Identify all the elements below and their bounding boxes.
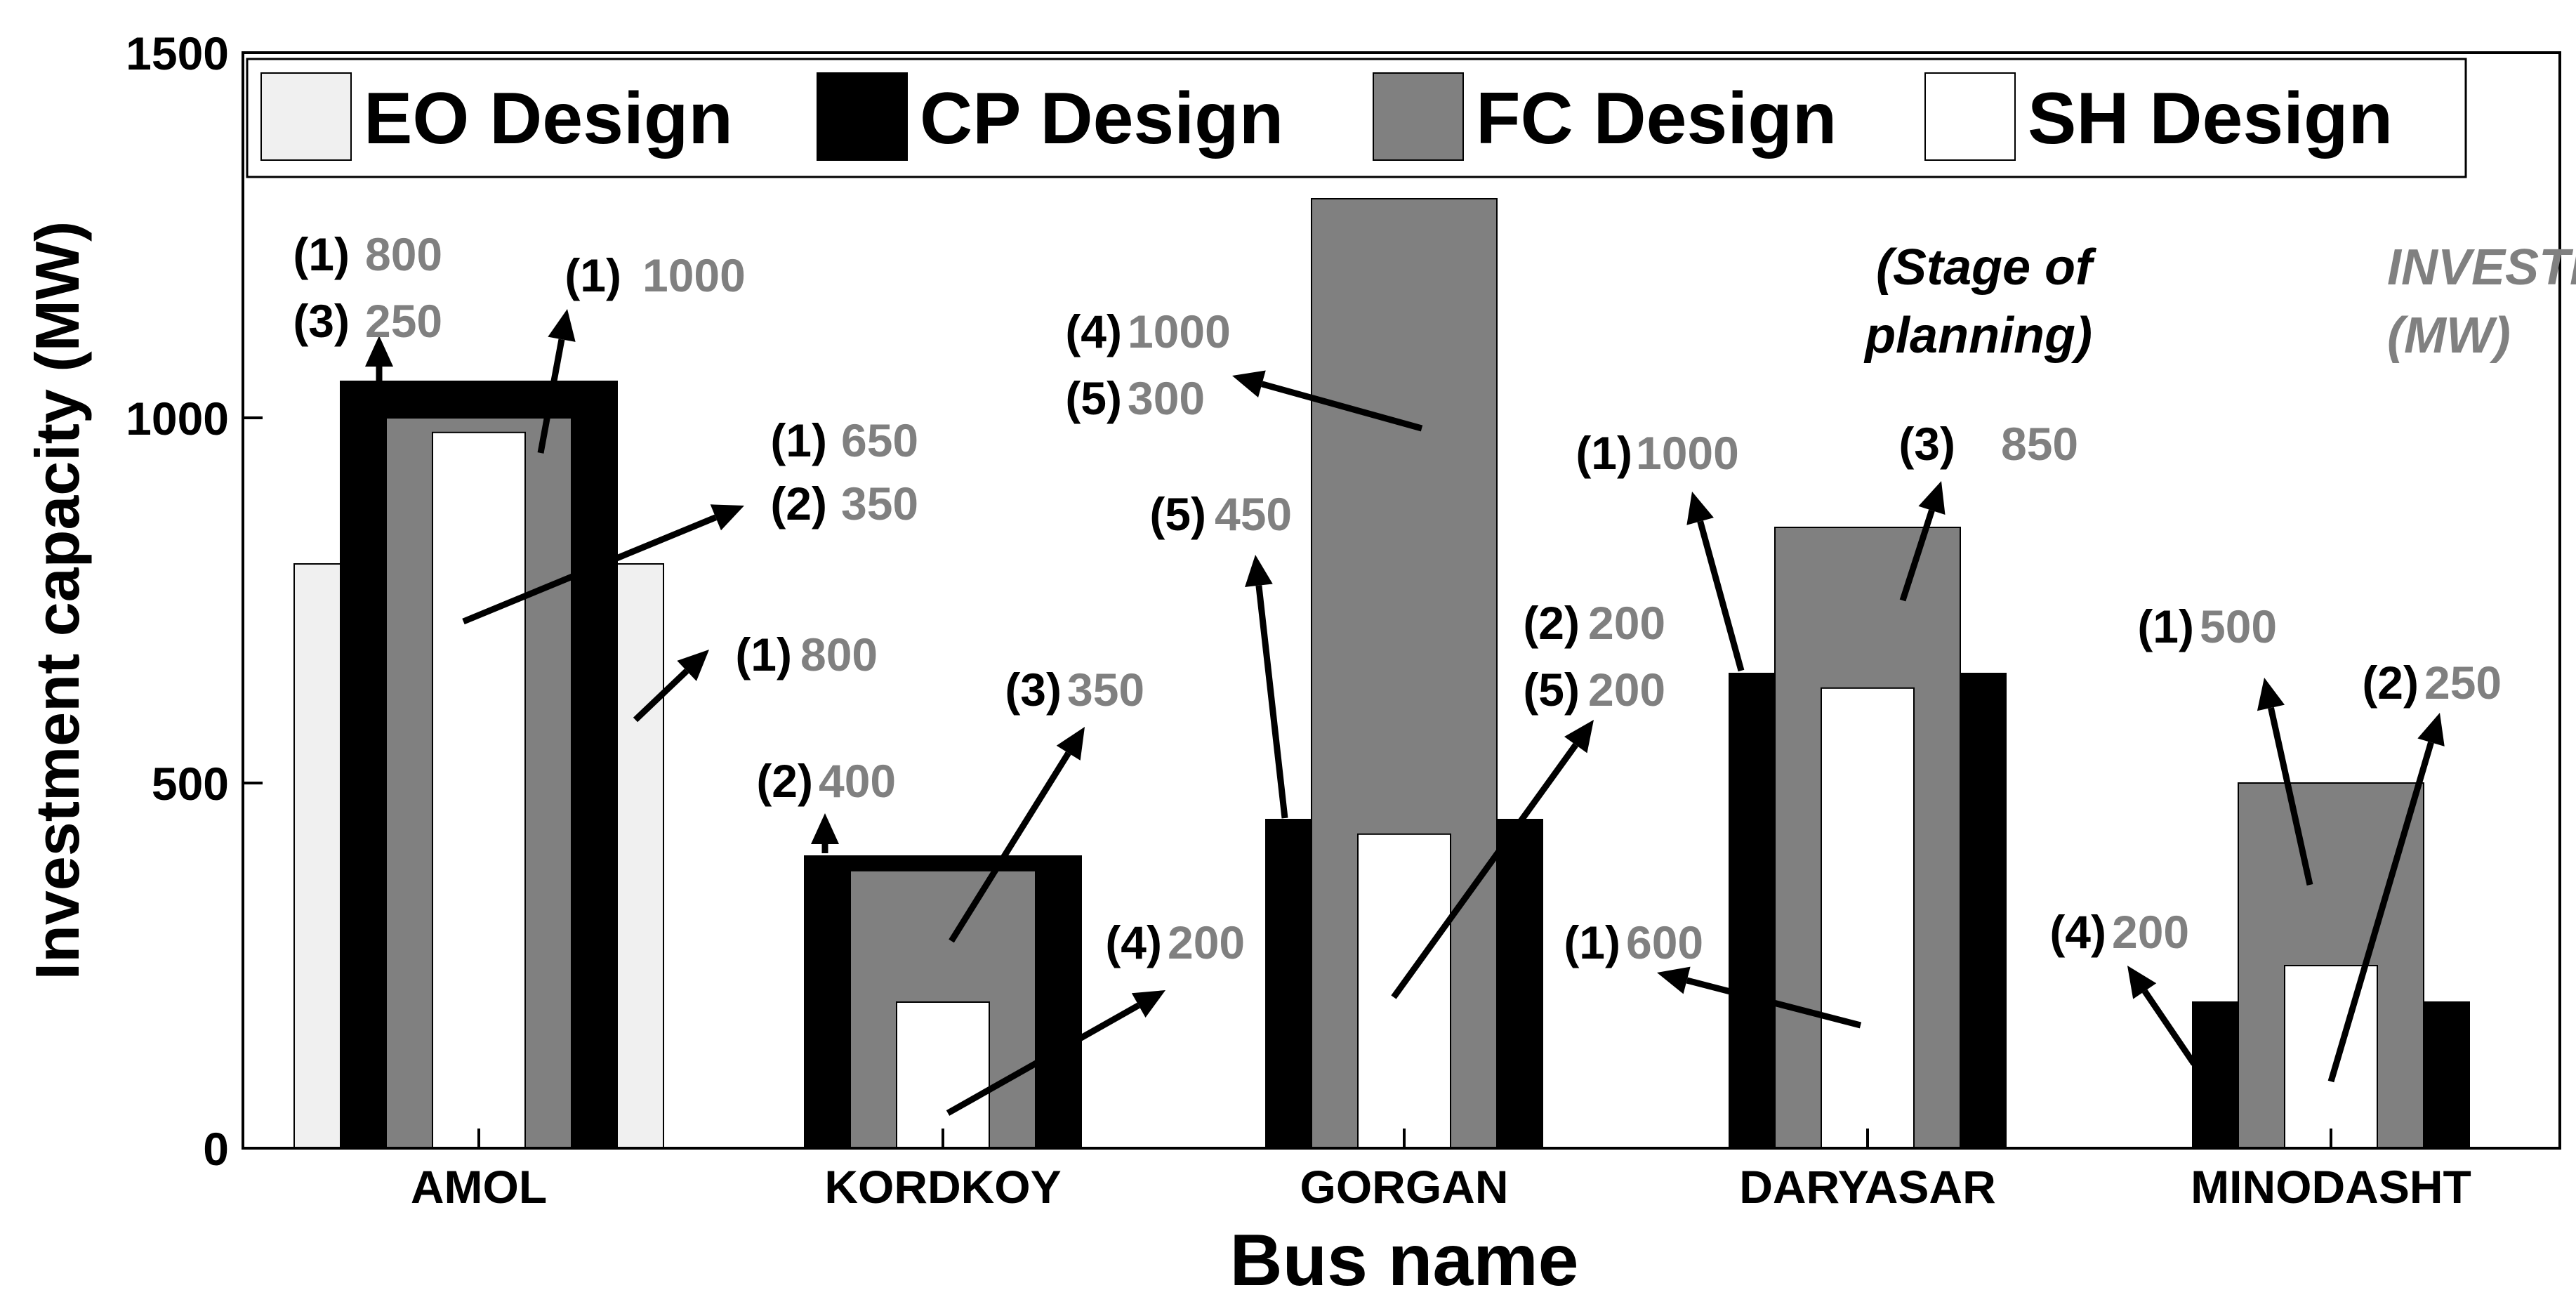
annotation-stage: (5) [1149, 488, 1206, 540]
annotation-arrow [1899, 481, 1946, 602]
annotation-value: 350 [1067, 664, 1144, 716]
legend-box [246, 58, 2467, 178]
annotation-arrow [811, 813, 839, 853]
arrows-layer [365, 309, 2445, 1116]
y-tick-label: 500 [152, 758, 229, 810]
annotation-value: 650 [841, 414, 918, 466]
annotation-stage: (4) [1065, 305, 1122, 357]
annotation-value: 800 [800, 629, 878, 680]
annotation-stage: (1) [735, 629, 792, 680]
legend-swatch [1373, 72, 1464, 161]
legend-swatch [1924, 72, 2016, 161]
annotation-value: 200 [2112, 906, 2189, 958]
annotation-value: 250 [2424, 657, 2502, 709]
annotation-value: 200 [1168, 916, 1245, 968]
annotation-value: 300 [1128, 372, 1205, 424]
annotation-stage: (3) [1898, 418, 1955, 470]
legend-label: FC Design [1476, 78, 1837, 159]
annotation-arrow [2257, 678, 2313, 886]
annotation-value: 1000 [642, 249, 746, 301]
annotation-arrow [1686, 492, 1745, 672]
annotation-value: 1000 [1128, 305, 1231, 357]
annotation-layer: (1) 800(3) 250(1) 1000(1) 650(2) 350(1) 800(2)… [293, 228, 2502, 968]
annotation-value: 600 [1626, 916, 1703, 968]
legend-swatch [260, 72, 352, 161]
annotation-value: 350 [841, 478, 918, 529]
annotation-arrow [1232, 370, 1423, 432]
annotation-arrow [633, 650, 709, 723]
y-tick-label: 1000 [126, 393, 229, 445]
annotation-arrow [949, 727, 1085, 943]
y-tick-label: 0 [203, 1123, 229, 1175]
x-tick-label: DARYASAR [1739, 1161, 1996, 1213]
annotation-stage: (5) [1065, 372, 1122, 424]
key-label: INVESTMENT [2387, 239, 2576, 296]
y-axis-label: Investment capacity (MW) [22, 221, 92, 980]
bar-sh-design-amol [432, 431, 526, 1149]
x-tick-label: GORGAN [1300, 1161, 1509, 1213]
annotation-stage: (4) [2049, 906, 2106, 958]
legend: EO Design CP Design FC Design SH Design [246, 58, 2467, 178]
bar-sh-design-kordkoy [896, 1001, 990, 1149]
key-label: (Stage of [1876, 239, 2096, 296]
y-axis: 0 500 1000 1500 [126, 27, 263, 1175]
bar-sh-design-minodasht [2284, 965, 2378, 1149]
bars-layer [293, 198, 2470, 1150]
annotation-arrow [1657, 966, 1862, 1029]
x-axis: AMOL KORDKOY GORGAN DARYASAR MINODASHT [411, 1129, 2471, 1213]
annotation-stage: (1) [770, 414, 827, 466]
annotation-arrow [2327, 713, 2445, 1083]
annotation-stage: (1) [293, 228, 350, 280]
annotation-stage: (1) [1576, 427, 1632, 479]
bar-sh-design-gorgan [1357, 833, 1451, 1150]
annotation-stage: (2) [2362, 657, 2419, 709]
annotation-stage: (2) [756, 755, 813, 807]
legend-label: EO Design [364, 78, 733, 159]
bar-sh-design-daryasar [1821, 687, 1915, 1149]
legend-label: CP Design [920, 78, 1283, 159]
legend-swatch [817, 72, 908, 161]
legend-label: SH Design [2028, 78, 2393, 159]
annotation-arrow [537, 309, 576, 454]
annotation-stage: (4) [1105, 916, 1162, 968]
annotation-value: 800 [365, 228, 442, 280]
annotation-stage: (2) [1523, 597, 1580, 649]
annotation-stage: (2) [770, 478, 827, 529]
annotation-stage: (3) [1005, 664, 1062, 716]
x-tick-label: KORDKOY [824, 1161, 1061, 1213]
annotation-value: 500 [2200, 600, 2277, 652]
annotation-value: 250 [365, 295, 442, 347]
key-label: planning) [1863, 308, 2092, 364]
annotation-stage: (5) [1523, 664, 1580, 716]
annotation-arrow [1391, 720, 1594, 999]
annotation-value: 200 [1588, 664, 1665, 716]
x-tick-label: AMOL [411, 1161, 547, 1213]
annotation-arrow [2127, 966, 2197, 1066]
annotation-stage: (1) [2137, 600, 2194, 652]
annotation-arrow [1245, 555, 1288, 819]
annotation-arrow [462, 504, 744, 625]
annotation-arrow [365, 336, 393, 383]
annotation-value: 400 [819, 755, 896, 807]
annotation-value: 1000 [1636, 427, 1739, 479]
x-axis-label: Bus name [1229, 1220, 1578, 1301]
annotation-value: 850 [2001, 418, 2078, 470]
x-tick-label: MINODASHT [2191, 1161, 2471, 1213]
annotation-stage: (1) [564, 249, 621, 301]
y-tick-label: 1500 [126, 27, 229, 79]
annotation-key: (Stage of planning) INVESTMENT (MW) [1863, 239, 2576, 364]
plot-frame [242, 51, 2561, 1150]
annotation-value: 200 [1588, 597, 1665, 649]
key-label: (MW) [2387, 308, 2511, 364]
annotation-stage: (1) [1564, 916, 1620, 968]
annotation-value: 450 [1215, 488, 1292, 540]
annotation-stage: (3) [293, 295, 350, 347]
annotation-arrow [946, 990, 1165, 1116]
